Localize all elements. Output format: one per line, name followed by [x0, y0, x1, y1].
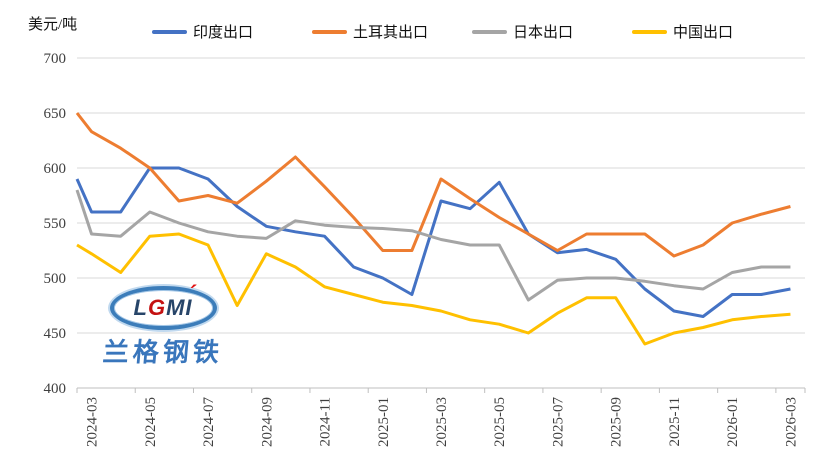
- legend-item-japan: 日本出口: [472, 21, 632, 42]
- x-tick-label-2024-03: 2024-03: [85, 397, 101, 447]
- x-tick-label-2026-03: 2026-03: [783, 397, 799, 447]
- x-tick-label-2024-11: 2024-11: [318, 397, 334, 446]
- y-tick-label-500: 500: [44, 271, 67, 287]
- y-tick-label-650: 650: [44, 106, 67, 122]
- legend-swatch-india: [152, 29, 187, 34]
- x-tick-label-2025-03: 2025-03: [434, 397, 450, 447]
- series-line-turkey: [75, 112, 791, 258]
- legend-swatch-japan: [472, 29, 507, 34]
- legend-item-turkey: 土耳其出口: [312, 21, 472, 42]
- y-axis-unit-label: 美元/吨: [28, 17, 78, 33]
- y-tick-label-400: 400: [44, 381, 67, 397]
- y-tick-label-550: 550: [44, 216, 67, 232]
- y-tick-label-700: 700: [44, 51, 67, 67]
- legend-item-china: 中国出口: [632, 21, 792, 42]
- x-tick-label-2025-01: 2025-01: [376, 397, 392, 447]
- watermark-company-name: 兰格钢铁: [101, 338, 225, 367]
- legend-label-turkey: 土耳其出口: [353, 25, 429, 41]
- logo-accent-mark: ´: [188, 281, 197, 306]
- legend-label-japan: 日本出口: [513, 25, 574, 41]
- chart-legend: 印度出口 土耳其出口 日本出口 中国出口: [152, 21, 792, 42]
- series-line-japan: [75, 189, 791, 302]
- legend-swatch-turkey: [312, 29, 347, 34]
- x-tick-label-2025-05: 2025-05: [492, 397, 508, 447]
- x-tick-label-2024-09: 2024-09: [259, 397, 275, 447]
- y-tick-label-600: 600: [44, 161, 67, 177]
- logo-letter-m: M: [166, 295, 186, 320]
- series-line-china: [76, 232, 791, 346]
- x-tick-label-2025-09: 2025-09: [609, 397, 625, 447]
- legend-label-india: 印度出口: [193, 25, 254, 41]
- x-tick-label-2024-05: 2024-05: [143, 397, 159, 447]
- legend-item-india: 印度出口: [152, 21, 312, 42]
- x-tick-label-2025-07: 2025-07: [550, 397, 566, 447]
- logo-letter-l: L: [133, 295, 148, 320]
- series-line-india: [75, 166, 791, 318]
- y-tick-label-450: 450: [44, 326, 67, 342]
- logo-letter-g: G: [147, 295, 167, 320]
- x-tick-label-2024-07: 2024-07: [201, 397, 217, 447]
- legend-label-china: 中国出口: [673, 25, 734, 41]
- x-tick-label-2026-01: 2026-01: [725, 397, 741, 447]
- x-tick-label-2025-11: 2025-11: [667, 397, 683, 446]
- legend-swatch-china: [632, 29, 667, 34]
- logo-letter-i: I: [185, 295, 193, 320]
